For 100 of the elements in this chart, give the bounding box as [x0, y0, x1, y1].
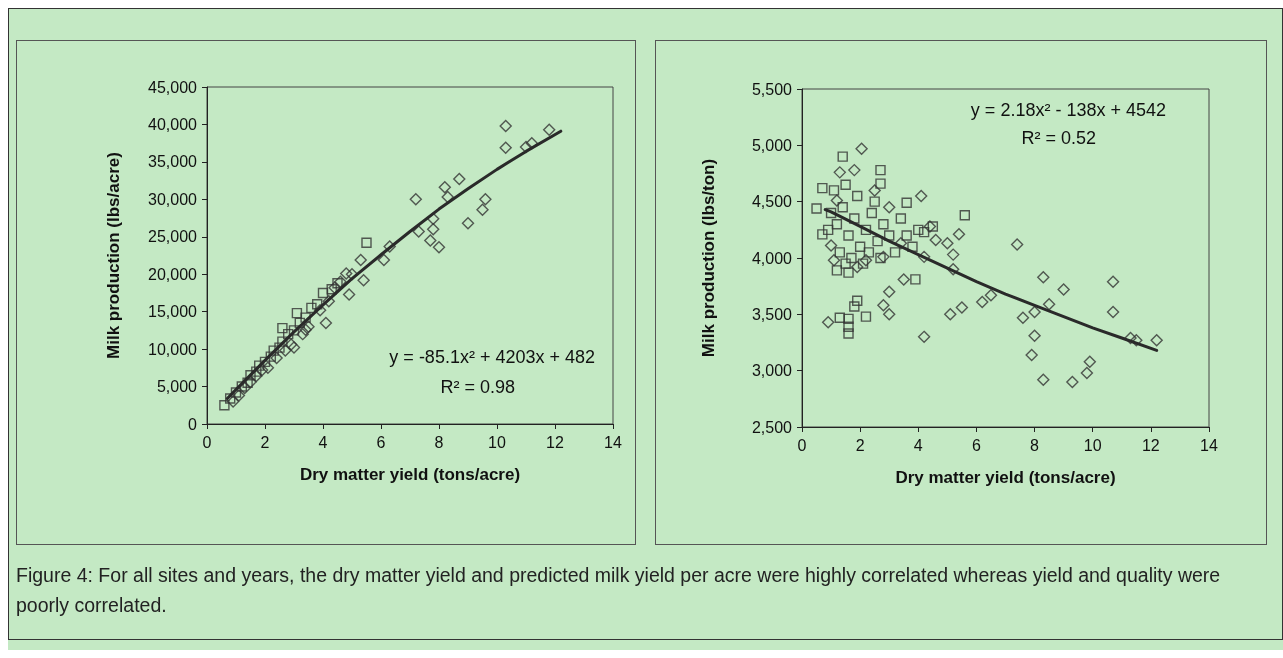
point — [946, 263, 960, 276]
y-tick-label: 3,000 — [751, 362, 793, 380]
point — [1057, 283, 1070, 296]
point — [843, 321, 854, 332]
point — [230, 387, 242, 398]
point — [232, 389, 246, 402]
point — [499, 141, 512, 154]
point — [840, 179, 851, 190]
annotation: y = -85.1x² + 4203x + 482 — [389, 347, 595, 367]
point — [1028, 305, 1041, 319]
point — [1080, 366, 1094, 380]
x-tick-label: 12 — [546, 433, 564, 451]
point — [833, 166, 846, 179]
point — [929, 233, 942, 247]
point — [843, 313, 854, 325]
point — [476, 203, 489, 217]
y-tick-label: 2,500 — [751, 418, 793, 436]
point — [238, 381, 251, 395]
y-tick-label: 5,500 — [751, 80, 793, 98]
point — [952, 228, 966, 241]
y-tick-label: 5,000 — [751, 136, 793, 154]
point — [825, 207, 837, 219]
point — [863, 247, 875, 258]
y-tick-label: 20,000 — [148, 265, 198, 283]
point — [357, 274, 370, 287]
point — [1106, 305, 1120, 319]
y-tick-label: 0 — [188, 415, 198, 433]
point — [821, 316, 835, 329]
annotation: R² = 0.52 — [1021, 128, 1097, 148]
point — [291, 307, 303, 319]
point — [868, 184, 881, 197]
point — [923, 220, 937, 233]
point — [866, 207, 877, 219]
point — [322, 294, 335, 308]
point — [834, 312, 845, 323]
point — [270, 351, 283, 365]
annotation: R² = 0.98 — [440, 377, 516, 397]
point — [883, 308, 896, 321]
point — [875, 178, 886, 189]
point — [852, 190, 863, 202]
point — [883, 285, 896, 298]
point — [1037, 373, 1050, 386]
point — [1028, 329, 1041, 342]
x-tick-label: 0 — [797, 436, 807, 454]
y-tick-label: 4,500 — [751, 193, 793, 211]
point — [827, 254, 841, 267]
point — [225, 393, 236, 404]
point — [857, 258, 869, 269]
point — [831, 265, 843, 276]
point — [1066, 375, 1079, 389]
point — [843, 328, 854, 339]
point — [946, 248, 960, 261]
y-tick-label: 15,000 — [148, 303, 198, 321]
point — [261, 361, 275, 375]
point — [869, 196, 880, 207]
point — [479, 193, 492, 206]
x-tick-label: 0 — [202, 433, 212, 451]
point — [901, 197, 912, 208]
point — [342, 288, 356, 301]
point — [976, 295, 989, 309]
point — [824, 239, 838, 252]
point — [917, 330, 931, 344]
x-tick-label: 8 — [434, 433, 444, 451]
point — [860, 311, 872, 322]
point — [959, 209, 970, 221]
point — [361, 237, 372, 248]
point — [817, 229, 828, 240]
point — [1042, 297, 1056, 311]
point — [525, 136, 538, 150]
x-tick-label: 2 — [260, 433, 270, 451]
point — [907, 241, 918, 252]
point — [412, 225, 425, 238]
y-tick-label: 25,000 — [148, 228, 198, 246]
point — [383, 240, 396, 253]
y-axis-title: Milk production (lbs/ton) — [699, 158, 718, 358]
point — [1025, 348, 1038, 362]
point — [860, 224, 872, 236]
point — [837, 151, 848, 162]
point — [250, 369, 263, 383]
point — [875, 252, 886, 264]
point — [377, 253, 391, 267]
x-axis-title: Dry matter yield (tons/acre) — [299, 465, 521, 484]
point — [326, 284, 337, 295]
point — [1106, 275, 1120, 288]
point — [441, 190, 454, 204]
point — [424, 234, 437, 247]
point — [877, 299, 890, 312]
point — [306, 302, 317, 314]
point — [244, 375, 257, 389]
x-tick-label: 6 — [971, 436, 981, 454]
x-tick-label: 4 — [318, 433, 328, 451]
point — [843, 230, 854, 241]
point — [944, 308, 957, 321]
point — [340, 267, 353, 280]
point — [288, 325, 300, 336]
point — [811, 203, 822, 214]
y-tick-label: 3,500 — [751, 305, 793, 323]
point — [859, 254, 873, 267]
point — [848, 163, 861, 177]
point — [840, 258, 851, 269]
